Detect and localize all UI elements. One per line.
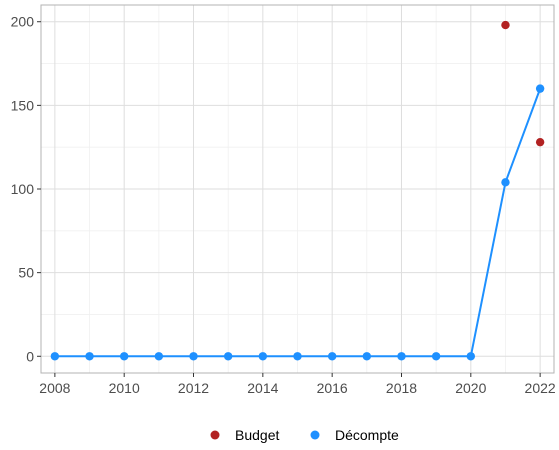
data-point-decompte: [258, 352, 268, 361]
x-tick-label: 2018: [386, 380, 417, 396]
x-tick-label: 2022: [525, 380, 556, 396]
data-point-decompte: [362, 352, 372, 361]
legend-key-decompte: [310, 430, 320, 440]
x-tick-label: 2010: [109, 380, 140, 396]
data-point-budget: [535, 137, 545, 147]
legend: Budget Décompte: [210, 427, 399, 443]
data-point-decompte: [85, 352, 94, 361]
x-tick-label: 2016: [317, 380, 348, 396]
legend-key-budget: [210, 430, 220, 440]
data-point-decompte: [119, 352, 129, 361]
data-point-budget: [501, 20, 510, 30]
x-tick-label: 2014: [247, 380, 278, 396]
data-point-decompte: [154, 352, 164, 361]
x-axis: 2008 2010 2012 2014 2016 2018 2020 2022: [39, 373, 556, 396]
series-layer: [50, 20, 545, 361]
data-point-decompte: [466, 352, 476, 361]
data-point-decompte: [431, 352, 441, 361]
legend-label-budget: Budget: [235, 427, 279, 443]
x-tick-label: 2012: [178, 380, 209, 396]
x-tick-label: 2008: [39, 380, 70, 396]
data-point-decompte: [223, 352, 233, 361]
data-point-decompte: [327, 352, 337, 361]
y-tick-label: 50: [18, 265, 34, 281]
y-axis: 0 50 100 150 200: [11, 14, 41, 364]
data-point-decompte: [293, 352, 302, 361]
x-tick-label: 2020: [455, 380, 486, 396]
y-tick-label: 200: [11, 14, 35, 30]
data-point-decompte: [397, 352, 406, 361]
y-tick-label: 150: [11, 97, 35, 113]
legend-label-decompte: Décompte: [335, 427, 399, 443]
data-point-decompte: [50, 352, 60, 361]
data-point-decompte: [501, 178, 510, 187]
data-point-decompte: [535, 84, 545, 93]
y-tick-label: 100: [11, 181, 35, 197]
data-point-decompte: [189, 352, 198, 361]
y-tick-label: 0: [26, 348, 34, 364]
